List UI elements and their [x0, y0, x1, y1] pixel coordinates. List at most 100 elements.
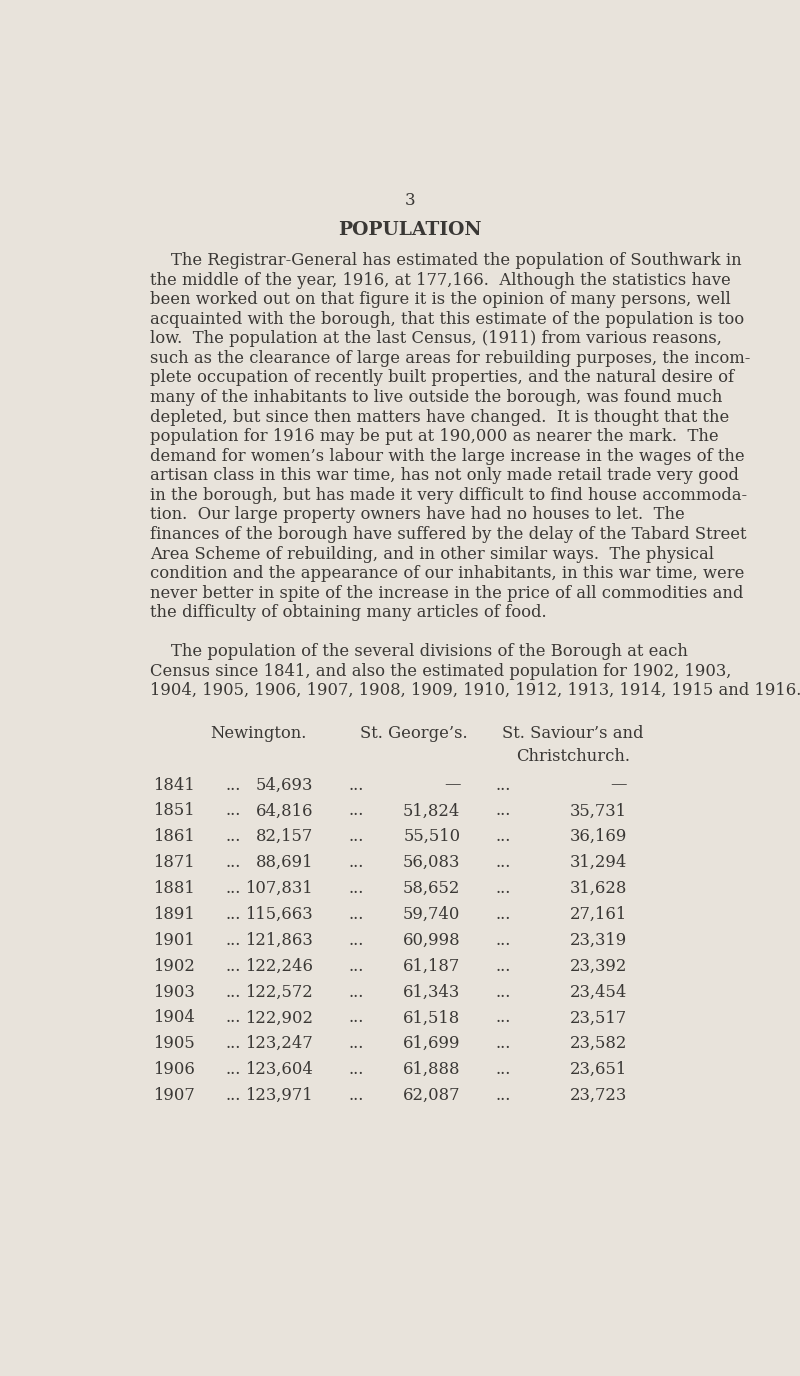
Text: ...: ... — [348, 854, 363, 871]
Text: ...: ... — [495, 828, 510, 845]
Text: 27,161: 27,161 — [570, 905, 627, 923]
Text: 61,518: 61,518 — [403, 1010, 460, 1026]
Text: The population of the several divisions of the Borough at each: The population of the several divisions … — [150, 643, 688, 660]
Text: ...: ... — [348, 776, 363, 794]
Text: 122,246: 122,246 — [245, 958, 313, 974]
Text: 1907: 1907 — [153, 1087, 194, 1104]
Text: —: — — [610, 776, 627, 794]
Text: 1871: 1871 — [153, 854, 194, 871]
Text: 123,247: 123,247 — [246, 1035, 313, 1053]
Text: Newington.: Newington. — [210, 725, 307, 742]
Text: ...: ... — [495, 1035, 510, 1053]
Text: ...: ... — [226, 881, 241, 897]
Text: 23,651: 23,651 — [570, 1061, 627, 1079]
Text: 61,699: 61,699 — [403, 1035, 460, 1053]
Text: finances of the borough have suffered by the delay of the Tabard Street: finances of the borough have suffered by… — [150, 526, 747, 544]
Text: 23,582: 23,582 — [570, 1035, 627, 1053]
Text: POPULATION: POPULATION — [338, 222, 482, 239]
Text: ...: ... — [495, 958, 510, 974]
Text: 1904, 1905, 1906, 1907, 1908, 1909, 1910, 1912, 1913, 1914, 1915 and 1916.: 1904, 1905, 1906, 1907, 1908, 1909, 1910… — [150, 682, 800, 699]
Text: artisan class in this war time, has not only made retail trade very good: artisan class in this war time, has not … — [150, 468, 739, 484]
Text: depleted, but since then matters have changed.  It is thought that the: depleted, but since then matters have ch… — [150, 409, 730, 425]
Text: 51,824: 51,824 — [403, 802, 460, 820]
Text: ...: ... — [495, 1087, 510, 1104]
Text: ...: ... — [348, 1035, 363, 1053]
Text: 1906: 1906 — [153, 1061, 194, 1079]
Text: ...: ... — [495, 854, 510, 871]
Text: ...: ... — [495, 1010, 510, 1026]
Text: 23,319: 23,319 — [570, 932, 627, 949]
Text: low.  The population at the last Census, (1911) from various reasons,: low. The population at the last Census, … — [150, 330, 722, 347]
Text: ...: ... — [226, 905, 241, 923]
Text: 61,888: 61,888 — [403, 1061, 460, 1079]
Text: 107,831: 107,831 — [246, 881, 313, 897]
Text: 122,572: 122,572 — [246, 984, 313, 1000]
Text: 115,663: 115,663 — [246, 905, 313, 923]
Text: 23,454: 23,454 — [570, 984, 627, 1000]
Text: been worked out on that figure it is the opinion of many persons, well: been worked out on that figure it is the… — [150, 292, 731, 308]
Text: ...: ... — [348, 1010, 363, 1026]
Text: 23,723: 23,723 — [570, 1087, 627, 1104]
Text: many of the inhabitants to live outside the borough, was found much: many of the inhabitants to live outside … — [150, 389, 722, 406]
Text: ...: ... — [226, 776, 241, 794]
Text: such as the clearance of large areas for rebuilding purposes, the incom-: such as the clearance of large areas for… — [150, 350, 750, 367]
Text: The Registrar-General has estimated the population of Southwark in: The Registrar-General has estimated the … — [150, 252, 742, 270]
Text: 60,998: 60,998 — [402, 932, 460, 949]
Text: ...: ... — [348, 802, 363, 820]
Text: ...: ... — [348, 984, 363, 1000]
Text: ...: ... — [495, 932, 510, 949]
Text: 1841: 1841 — [153, 776, 194, 794]
Text: in the borough, but has made it very difficult to find house accommoda-: in the borough, but has made it very dif… — [150, 487, 747, 504]
Text: 56,083: 56,083 — [403, 854, 460, 871]
Text: 3: 3 — [405, 193, 415, 209]
Text: 121,863: 121,863 — [246, 932, 313, 949]
Text: 35,731: 35,731 — [570, 802, 627, 820]
Text: plete occupation of recently built properties, and the natural desire of: plete occupation of recently built prope… — [150, 370, 734, 387]
Text: ...: ... — [226, 932, 241, 949]
Text: 1905: 1905 — [153, 1035, 194, 1053]
Text: 64,816: 64,816 — [256, 802, 313, 820]
Text: 61,187: 61,187 — [403, 958, 460, 974]
Text: tion.  Our large property owners have had no houses to let.  The: tion. Our large property owners have had… — [150, 506, 685, 523]
Text: 58,652: 58,652 — [403, 881, 460, 897]
Text: 54,693: 54,693 — [256, 776, 313, 794]
Text: ...: ... — [226, 1061, 241, 1079]
Text: ...: ... — [348, 828, 363, 845]
Text: ...: ... — [348, 932, 363, 949]
Text: 1903: 1903 — [153, 984, 194, 1000]
Text: 1881: 1881 — [153, 881, 194, 897]
Text: ...: ... — [226, 958, 241, 974]
Text: ...: ... — [226, 1035, 241, 1053]
Text: 88,691: 88,691 — [256, 854, 313, 871]
Text: demand for women’s labour with the large increase in the wages of the: demand for women’s labour with the large… — [150, 447, 745, 465]
Text: ...: ... — [348, 1087, 363, 1104]
Text: 31,628: 31,628 — [570, 881, 627, 897]
Text: 23,517: 23,517 — [570, 1010, 627, 1026]
Text: 1891: 1891 — [153, 905, 194, 923]
Text: ...: ... — [495, 905, 510, 923]
Text: 1851: 1851 — [153, 802, 194, 820]
Text: never better in spite of the increase in the price of all commodities and: never better in spite of the increase in… — [150, 585, 744, 601]
Text: St. Saviour’s and: St. Saviour’s and — [502, 725, 643, 742]
Text: ...: ... — [226, 984, 241, 1000]
Text: ...: ... — [495, 802, 510, 820]
Text: Census since 1841, and also the estimated population for 1902, 1903,: Census since 1841, and also the estimate… — [150, 663, 732, 680]
Text: ...: ... — [226, 802, 241, 820]
Text: 1904: 1904 — [153, 1010, 194, 1026]
Text: 82,157: 82,157 — [256, 828, 313, 845]
Text: 31,294: 31,294 — [570, 854, 627, 871]
Text: ...: ... — [348, 905, 363, 923]
Text: 61,343: 61,343 — [403, 984, 460, 1000]
Text: 1901: 1901 — [153, 932, 194, 949]
Text: 1902: 1902 — [153, 958, 194, 974]
Text: acquainted with the borough, that this estimate of the population is too: acquainted with the borough, that this e… — [150, 311, 745, 327]
Text: ...: ... — [495, 984, 510, 1000]
Text: ...: ... — [495, 776, 510, 794]
Text: ...: ... — [226, 1010, 241, 1026]
Text: 123,604: 123,604 — [246, 1061, 313, 1079]
Text: ...: ... — [348, 881, 363, 897]
Text: ...: ... — [226, 828, 241, 845]
Text: 1861: 1861 — [153, 828, 194, 845]
Text: condition and the appearance of our inhabitants, in this war time, were: condition and the appearance of our inha… — [150, 566, 745, 582]
Text: 36,169: 36,169 — [570, 828, 627, 845]
